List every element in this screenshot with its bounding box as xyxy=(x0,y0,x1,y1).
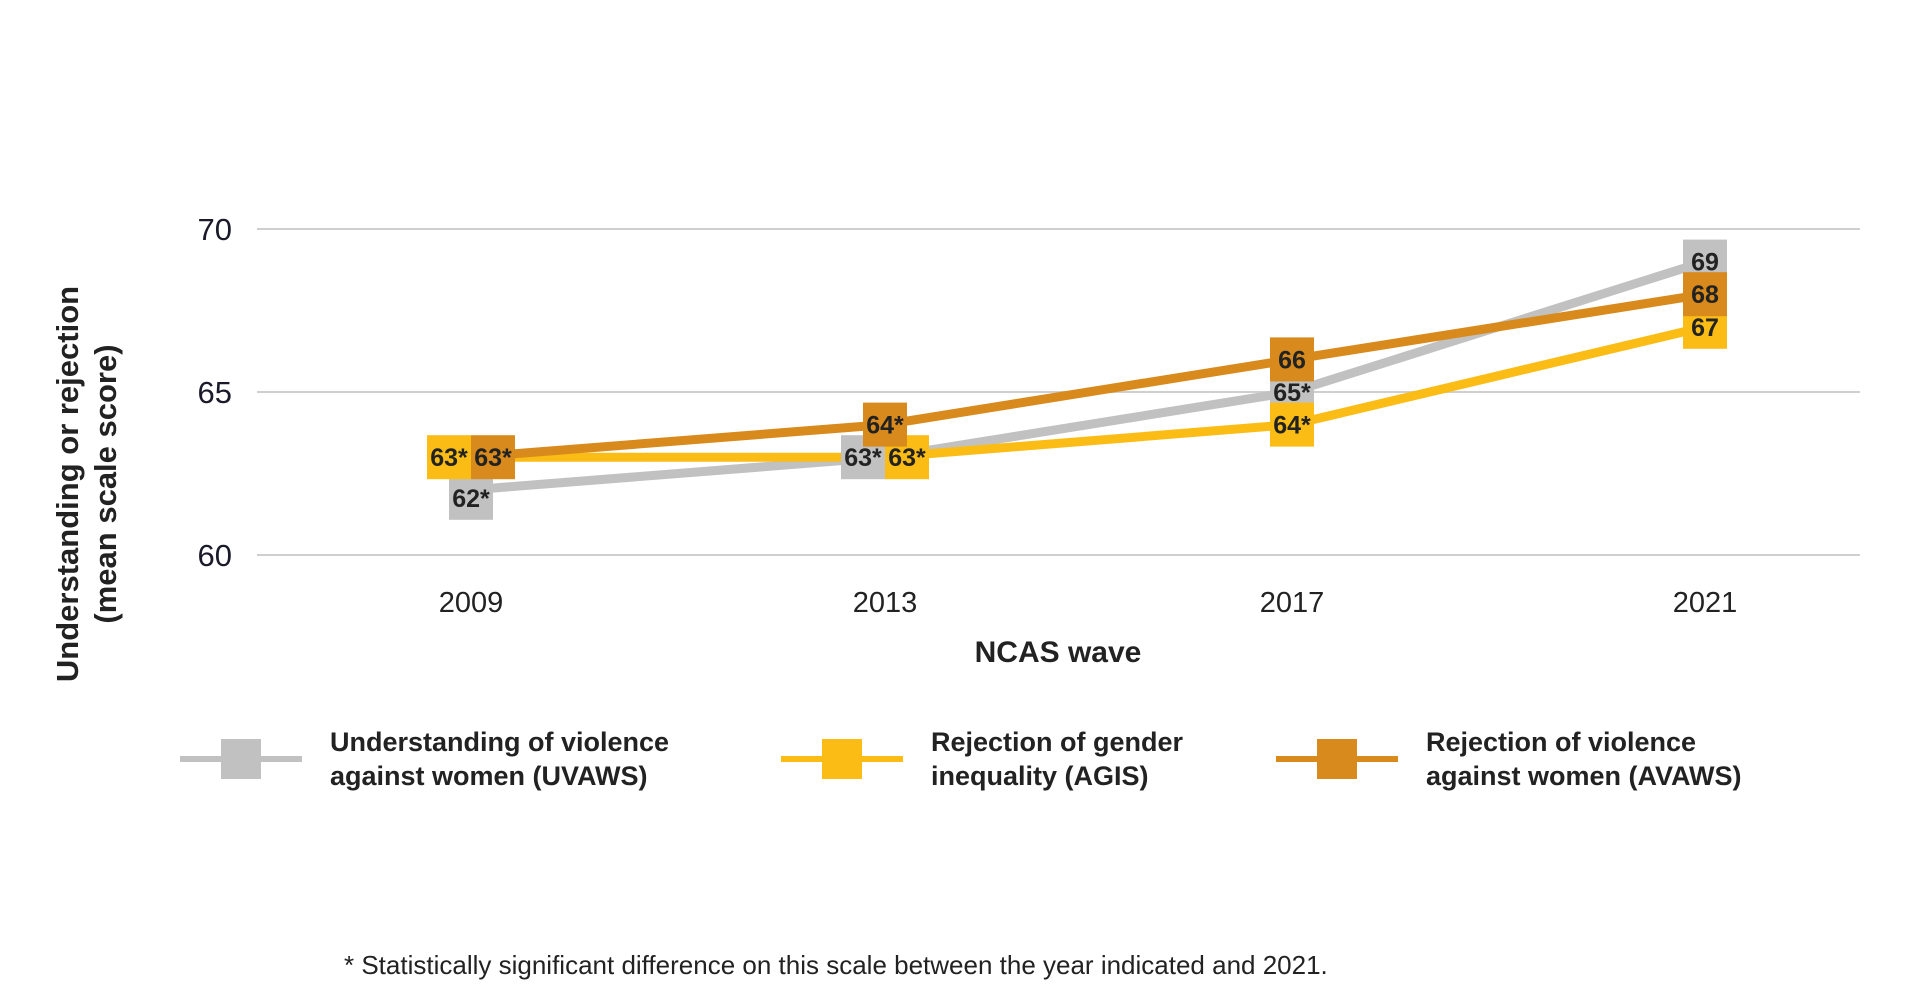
y-tick-label: 60 xyxy=(198,538,232,573)
data-label-avaws: 66 xyxy=(1278,346,1306,374)
data-label-agis: 63* xyxy=(888,444,926,472)
legend-swatch-agis xyxy=(781,729,903,789)
data-label-avaws: 63* xyxy=(474,444,512,472)
data-label-uvaws: 69 xyxy=(1691,249,1719,277)
legend-label: Rejection of violence against women (AVAW… xyxy=(1426,727,1742,791)
line-chart: 60 65 70 2009 2013 2017 2021 NCAS wave 62* 63* 65*… xyxy=(198,212,1860,669)
data-label-uvaws: 63* xyxy=(844,444,882,472)
data-point-agis xyxy=(1270,402,1314,447)
data-label-uvaws: 62* xyxy=(452,485,490,513)
legend-item-agis: Rejection of gender inequality (AGIS) xyxy=(781,725,1351,793)
footnote: * Statistically significant difference o… xyxy=(344,950,1328,980)
y-tick-label: 70 xyxy=(198,212,232,247)
data-point-avaws xyxy=(863,402,907,447)
x-tick-label: 2009 xyxy=(439,587,504,619)
data-point-avaws xyxy=(1683,272,1727,317)
data-point-uvaws xyxy=(449,475,493,520)
legend-swatch-uvaws xyxy=(180,729,302,789)
legend-item-uvaws: Understanding of violence against women (… xyxy=(180,725,750,793)
data-label-avaws: 68 xyxy=(1691,281,1719,309)
data-point-avaws xyxy=(471,435,515,480)
series-line-avaws xyxy=(470,289,1706,462)
data-point-avaws xyxy=(1270,337,1314,382)
x-axis-label: NCAS wave xyxy=(975,636,1142,669)
data-label-agis: 64* xyxy=(1273,412,1311,440)
data-label-avaws: 64* xyxy=(866,412,904,440)
x-tick-label: 2017 xyxy=(1260,587,1325,619)
legend-swatch-avaws xyxy=(1276,729,1398,789)
legend-item-avaws: Rejection of violence against women (AVAW… xyxy=(1276,725,1846,793)
data-point-agis xyxy=(427,435,471,480)
legend-label: Rejection of gender inequality (AGIS) xyxy=(931,727,1184,791)
data-label-uvaws: 65* xyxy=(1273,379,1311,407)
data-label-agis: 67 xyxy=(1691,314,1719,342)
y-tick-label: 65 xyxy=(198,375,232,410)
x-tick-label: 2021 xyxy=(1673,587,1738,619)
legend-label: Understanding of violence against women (… xyxy=(330,727,670,791)
data-label-agis: 63* xyxy=(430,444,468,472)
legend: Understanding of violence against women (… xyxy=(0,725,1920,805)
x-tick-label: 2013 xyxy=(853,587,918,619)
series-line-agis xyxy=(471,322,1707,462)
